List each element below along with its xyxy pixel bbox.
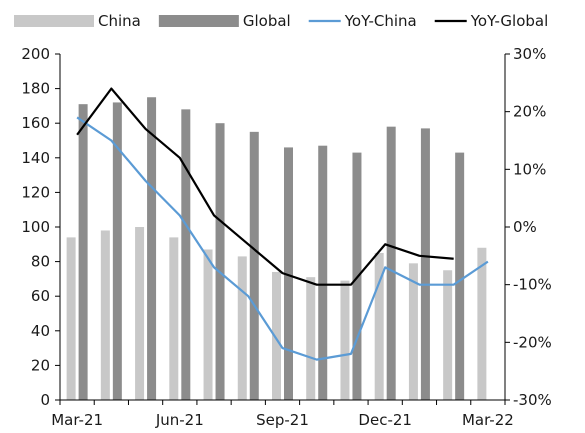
bar-global-jun-21 (181, 109, 191, 401)
x-tick-label: Sep-21 (256, 411, 309, 429)
y-right-tick-label: 10% (513, 160, 546, 178)
legend-label-global: Global (243, 12, 291, 30)
bar-china-feb-22 (443, 270, 453, 400)
legend-label-china: China (98, 12, 141, 30)
bar-global-aug-21 (249, 131, 259, 400)
line-yoy-global (76, 87, 454, 286)
bar-global-jul-21 (215, 123, 225, 400)
bar-global-sep-21 (284, 147, 293, 400)
y-right-tick-label: -10% (513, 276, 552, 294)
bar-global-dec-21 (386, 126, 396, 400)
bar-china-sep-21 (272, 271, 281, 400)
bar-china-dec-21 (374, 252, 384, 400)
y-right-tick-label: 30% (513, 45, 546, 63)
y-left-tick-label: 20 (31, 356, 50, 374)
legend-swatch-china (14, 15, 94, 27)
bar-china-nov-21 (340, 280, 350, 400)
y-right-tick-label: 0% (513, 218, 537, 236)
y-left-tick-label: 200 (21, 45, 50, 63)
y-left-tick-label: 120 (21, 183, 50, 201)
bar-china-jan-22 (408, 263, 418, 400)
x-tick-label: Jun-21 (155, 411, 204, 429)
x-tick-label: Mar-21 (51, 411, 103, 429)
y-left-tick-label: 0 (40, 391, 50, 409)
y-right-tick-label: -30% (513, 391, 552, 409)
bar-global-may-21 (147, 97, 157, 400)
y-left-tick-label: 100 (21, 218, 50, 236)
bar-china-jun-21 (169, 237, 179, 400)
bar-china-may-21 (135, 227, 145, 400)
y-left-tick-label: 40 (31, 322, 50, 340)
bar-china-mar-22 (477, 247, 487, 400)
x-tick-label: Mar-22 (462, 411, 514, 429)
legend-label-yoy-china: YoY-China (344, 12, 417, 30)
bar-global-apr-21 (112, 102, 122, 400)
y-left-tick-label: 80 (31, 253, 50, 271)
bar-global-mar-21 (78, 104, 88, 401)
x-tick-label: Dec-21 (358, 411, 412, 429)
legend-swatch-global (158, 15, 239, 27)
bar-china-oct-21 (306, 277, 316, 400)
y-right-tick-label: -20% (513, 333, 552, 351)
y-left-tick-label: 160 (21, 114, 50, 132)
bar-china-jul-21 (203, 249, 213, 400)
y-left-tick-label: 60 (31, 287, 50, 305)
bar-global-feb-22 (455, 152, 465, 400)
bar-global-oct-21 (318, 145, 328, 400)
y-left-tick-label: 180 (21, 80, 50, 98)
bar-china-apr-21 (100, 230, 110, 400)
legend-label-yoy-global: YoY-Global (470, 12, 549, 30)
bar-china-aug-21 (237, 256, 247, 400)
bar-global-jan-22 (420, 128, 430, 400)
y-left-tick-label: 140 (21, 149, 50, 167)
bar-china-mar-21 (66, 237, 76, 400)
y-right-tick-label: 20% (513, 103, 546, 121)
